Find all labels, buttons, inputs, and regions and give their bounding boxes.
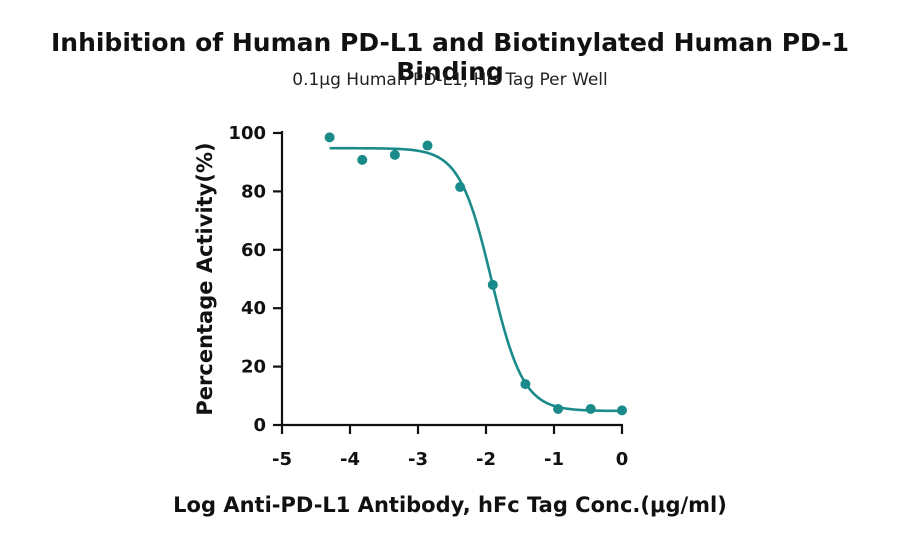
- data-point: [357, 154, 368, 165]
- x-tick-label: -2: [476, 449, 496, 470]
- x-tick-label: -1: [544, 449, 564, 470]
- y-tick-label: 0: [253, 415, 266, 436]
- x-tick-label: 0: [616, 449, 629, 470]
- data-point: [455, 182, 466, 193]
- x-tick-label: -4: [340, 449, 360, 470]
- y-tick-label: 60: [241, 240, 266, 261]
- chart-title: Inhibition of Human PD-L1 and Biotinylat…: [50, 28, 850, 86]
- data-point: [617, 405, 627, 416]
- chart-subtitle: 0.1μg Human PD-L1, His Tag Per Well: [292, 70, 608, 90]
- axes: 0 20 40 60 80 100 -5 -4 -3 -2 -1 0: [228, 123, 628, 470]
- y-axis-title: Percentage Activity(%): [193, 142, 217, 415]
- data-point: [553, 403, 564, 414]
- data-point: [520, 379, 531, 390]
- y-tick-label: 80: [241, 181, 266, 202]
- data-point: [585, 403, 596, 414]
- x-axis-title: Log Anti-PD-L1 Antibody, hFc Tag Conc.(μ…: [173, 493, 727, 517]
- data-point: [487, 279, 498, 290]
- fit-curve: [329, 146, 623, 413]
- data-point: [324, 132, 335, 143]
- y-tick-label: 20: [241, 357, 266, 378]
- y-tick-label: 40: [241, 298, 266, 319]
- x-tick-label: -5: [272, 449, 292, 470]
- data-points: [324, 132, 627, 416]
- y-tick-label: 100: [228, 123, 266, 144]
- data-point: [389, 149, 400, 160]
- x-tick-label: -3: [408, 449, 428, 470]
- data-point: [422, 140, 433, 151]
- fit-curve-group: [329, 146, 623, 413]
